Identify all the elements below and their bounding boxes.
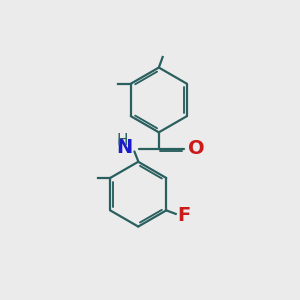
Text: F: F	[178, 206, 191, 225]
Text: H: H	[117, 133, 128, 148]
Text: N: N	[116, 138, 132, 158]
Text: O: O	[188, 139, 204, 158]
